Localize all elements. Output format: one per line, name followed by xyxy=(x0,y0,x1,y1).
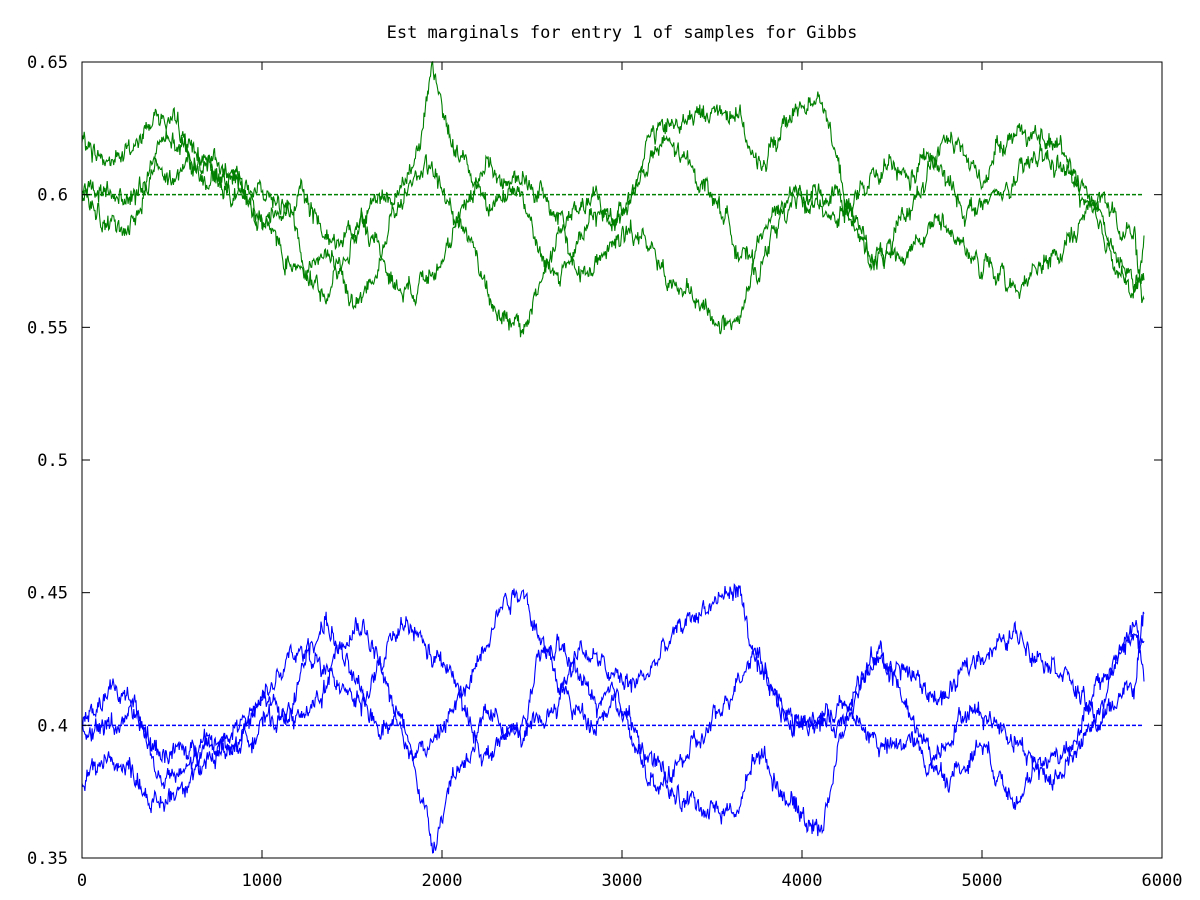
x-tick-label: 6000 xyxy=(1142,871,1183,891)
y-tick-label: 0.5 xyxy=(37,451,68,471)
series-line-green-3 xyxy=(81,91,1145,307)
chart-title: Est marginals for entry 1 of samples for… xyxy=(387,23,858,43)
series-line-blue-6 xyxy=(81,616,1145,837)
y-tick-label: 0.65 xyxy=(27,53,68,73)
series-line-blue-5 xyxy=(81,588,1145,784)
y-tick-label: 0.4 xyxy=(37,716,68,736)
plot-area xyxy=(81,60,1145,854)
x-tick-label: 5000 xyxy=(962,871,1003,891)
y-tick-label: 0.55 xyxy=(27,318,68,338)
x-tick-label: 3000 xyxy=(602,871,643,891)
y-tick-label: 0.45 xyxy=(27,584,68,604)
x-tick-label: 1000 xyxy=(242,871,283,891)
y-tick-label: 0.6 xyxy=(37,186,68,206)
x-tick-label: 2000 xyxy=(422,871,463,891)
x-tick-label: 0 xyxy=(77,871,87,891)
axis-ticks: 0 1000 2000 3000 4000 5000 6000 0.35 0.4 0.45 0.5 0… xyxy=(27,53,1182,891)
y-tick-label: 0.35 xyxy=(27,849,68,869)
x-tick-label: 4000 xyxy=(782,871,823,891)
